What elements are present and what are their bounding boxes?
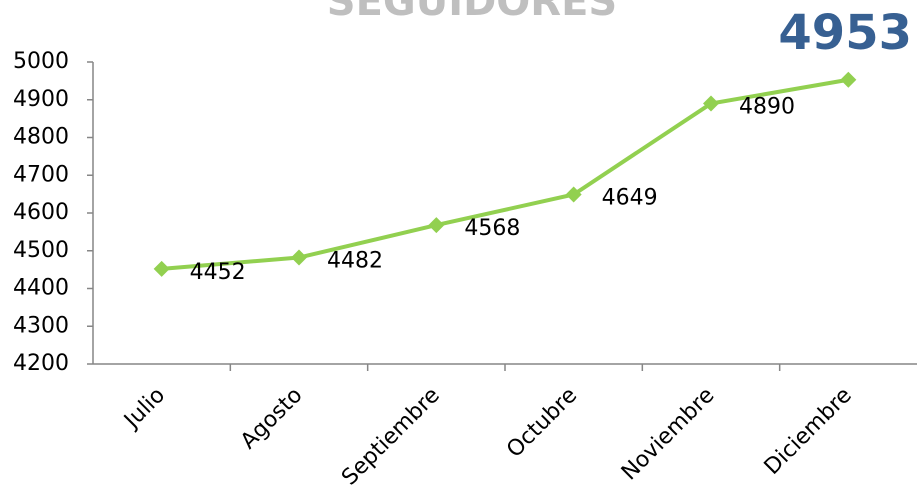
y-tick-label: 4500 <box>13 238 69 263</box>
highlight-label: 4953 <box>778 5 912 61</box>
marker <box>840 71 857 88</box>
x-tick-label: Julio <box>118 383 170 435</box>
y-tick-label: 4400 <box>13 276 69 301</box>
y-tick-label: 4700 <box>13 162 69 187</box>
y-tick-label: 4600 <box>13 200 69 225</box>
chart-title: SEGUIDORES <box>327 0 617 25</box>
x-tick-label: Octubre <box>502 383 582 463</box>
value-label: 4649 <box>602 186 658 211</box>
y-tick-label: 5000 <box>13 49 69 74</box>
x-tick-label: Noviembre <box>617 383 720 486</box>
x-tick-label: Agosto <box>236 383 307 454</box>
value-label: 4890 <box>739 95 795 120</box>
y-tick-label: 4300 <box>13 313 69 338</box>
marker <box>428 217 445 234</box>
line <box>161 77 849 271</box>
x-tick-label: Septiembre <box>337 383 445 491</box>
value-label: 4568 <box>464 216 520 241</box>
y-tick-label: 4800 <box>13 125 69 150</box>
value-label: 4482 <box>327 249 383 274</box>
x-tick-label: Diciembre <box>760 383 857 480</box>
marker <box>565 186 582 203</box>
marker <box>703 95 719 112</box>
marker <box>153 260 170 277</box>
value-label: 4452 <box>190 260 246 285</box>
marker <box>291 249 307 266</box>
y-tick-label: 4900 <box>13 87 69 112</box>
y-tick-label: 4200 <box>13 351 69 376</box>
